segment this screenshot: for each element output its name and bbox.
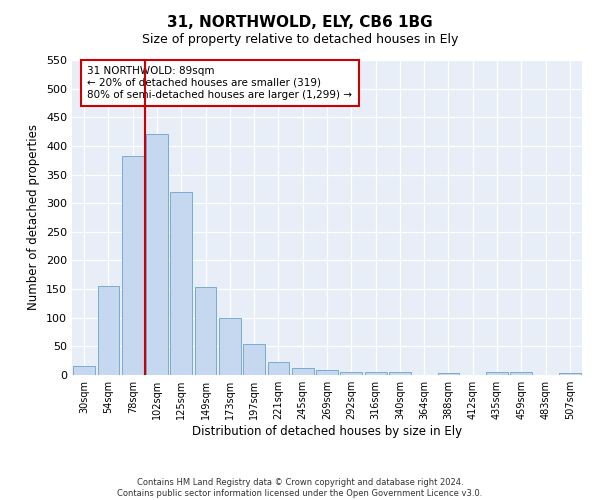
Bar [97, 286, 119, 375]
Bar [340, 372, 362, 375]
Bar [559, 374, 581, 375]
Bar [437, 374, 460, 375]
Bar [486, 372, 508, 375]
Bar [170, 192, 192, 375]
Bar [219, 318, 241, 375]
Text: Size of property relative to detached houses in Ely: Size of property relative to detached ho… [142, 32, 458, 46]
Bar [316, 370, 338, 375]
Bar [511, 372, 532, 375]
Y-axis label: Number of detached properties: Number of detached properties [28, 124, 40, 310]
Bar [243, 344, 265, 375]
Bar [194, 288, 217, 375]
Text: Contains HM Land Registry data © Crown copyright and database right 2024.
Contai: Contains HM Land Registry data © Crown c… [118, 478, 482, 498]
Bar [146, 134, 168, 375]
Bar [389, 372, 411, 375]
Text: 31 NORTHWOLD: 89sqm
← 20% of detached houses are smaller (319)
80% of semi-detac: 31 NORTHWOLD: 89sqm ← 20% of detached ho… [88, 66, 352, 100]
Bar [292, 368, 314, 375]
Bar [365, 372, 386, 375]
Text: 31, NORTHWOLD, ELY, CB6 1BG: 31, NORTHWOLD, ELY, CB6 1BG [167, 15, 433, 30]
Bar [73, 366, 95, 375]
Bar [122, 156, 143, 375]
X-axis label: Distribution of detached houses by size in Ely: Distribution of detached houses by size … [192, 425, 462, 438]
Bar [268, 362, 289, 375]
